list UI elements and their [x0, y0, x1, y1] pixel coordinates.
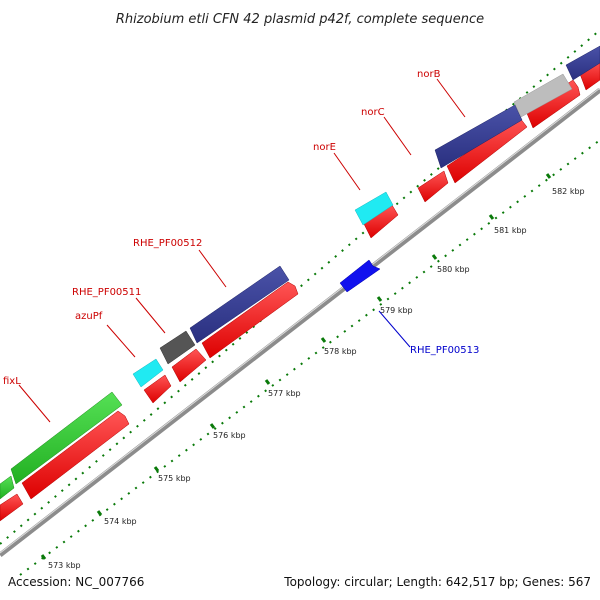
- tick-label-578: 578 kbp: [324, 347, 357, 356]
- tick-mark-573: [40, 554, 47, 560]
- outer-tick-row-lower: [19, 139, 600, 576]
- sequence-backbone: [0, 87, 600, 557]
- green-gene-block: [0, 475, 15, 500]
- gene-label-norC-group: norC: [361, 107, 412, 156]
- gene-label-fixL-group: fixL: [3, 376, 51, 423]
- tick-label-575: 575 kbp: [158, 474, 191, 483]
- tick-mark-582: [545, 173, 552, 179]
- gene-label-norB-group: norB: [417, 69, 466, 118]
- tick-label-579: 579 kbp: [380, 306, 413, 315]
- gene-label-azuPf-group: azuPf: [75, 311, 136, 358]
- gene-label-fixL: fixL: [3, 376, 21, 387]
- tick-mark-577: [264, 379, 271, 385]
- gene-label-norE-group: norE: [313, 142, 361, 191]
- tick-label-580: 580 kbp: [437, 265, 470, 274]
- tick-label-576: 576 kbp: [213, 431, 246, 440]
- tick-label-577: 577 kbp: [268, 389, 301, 398]
- gene-label-norB: norB: [417, 69, 441, 80]
- kbp-tick-labels: 573 kbp 574 kbp 575 kbp 576 kbp 577 kbp …: [40, 173, 585, 570]
- cyan-gene-block: [132, 358, 164, 388]
- gene-label-norE: norE: [313, 142, 336, 153]
- blue-gene-block: [189, 265, 290, 344]
- green-gene-block: [10, 391, 123, 485]
- blue-gene-block: [565, 45, 600, 81]
- topology-summary-text: Topology: circular; Length: 642,517 bp; …: [283, 575, 591, 589]
- gene-label-azuPf: azuPf: [75, 311, 103, 322]
- gene-label-rhe-pf00511-group: RHE_PF00511: [72, 287, 166, 334]
- cyan-gene-block: [354, 191, 394, 226]
- tick-mark-576: [209, 423, 216, 429]
- tick-mark-578: [320, 337, 327, 343]
- cds-arrow: [171, 348, 207, 383]
- cds-arrow: [0, 493, 24, 522]
- tick-mark-574: [96, 510, 103, 516]
- cds-track: [0, 60, 600, 522]
- reverse-strand-gene-block: [339, 259, 381, 293]
- tick-label-582: 582 kbp: [552, 187, 585, 196]
- tick-mark-580: [431, 254, 438, 260]
- gene-label-rhe-pf00512: RHE_PF00512: [133, 238, 202, 249]
- lightgray-gene-block: [513, 73, 573, 118]
- gene-label-norC: norC: [361, 107, 385, 118]
- gene-label-rhe-pf00513: RHE_PF00513: [410, 345, 479, 356]
- tick-label-573: 573 kbp: [48, 561, 81, 570]
- cds-arrow: [417, 170, 449, 203]
- accession-text: Accession: NC_007766: [8, 575, 144, 589]
- gene-track: [0, 45, 600, 500]
- tick-label-581: 581 kbp: [494, 226, 527, 235]
- gene-label-rhe-pf00513-group: RHE_PF00513: [378, 310, 479, 356]
- map-title: Rhizobium etli CFN 42 plasmid p42f, comp…: [116, 12, 484, 27]
- tick-mark-579: [376, 296, 383, 302]
- tick-mark-581: [488, 214, 495, 220]
- cds-arrow: [143, 374, 172, 404]
- cds-arrow: [201, 281, 299, 359]
- cds-arrow: [21, 410, 130, 500]
- gene-label-rhe-pf00512-group: RHE_PF00512: [133, 238, 227, 288]
- tick-label-574: 574 kbp: [104, 517, 137, 526]
- tick-mark-575: [153, 466, 160, 472]
- gray-gene-block: [159, 330, 196, 365]
- blue-gene-block: [434, 104, 523, 169]
- gene-label-rhe-pf00511: RHE_PF00511: [72, 287, 141, 298]
